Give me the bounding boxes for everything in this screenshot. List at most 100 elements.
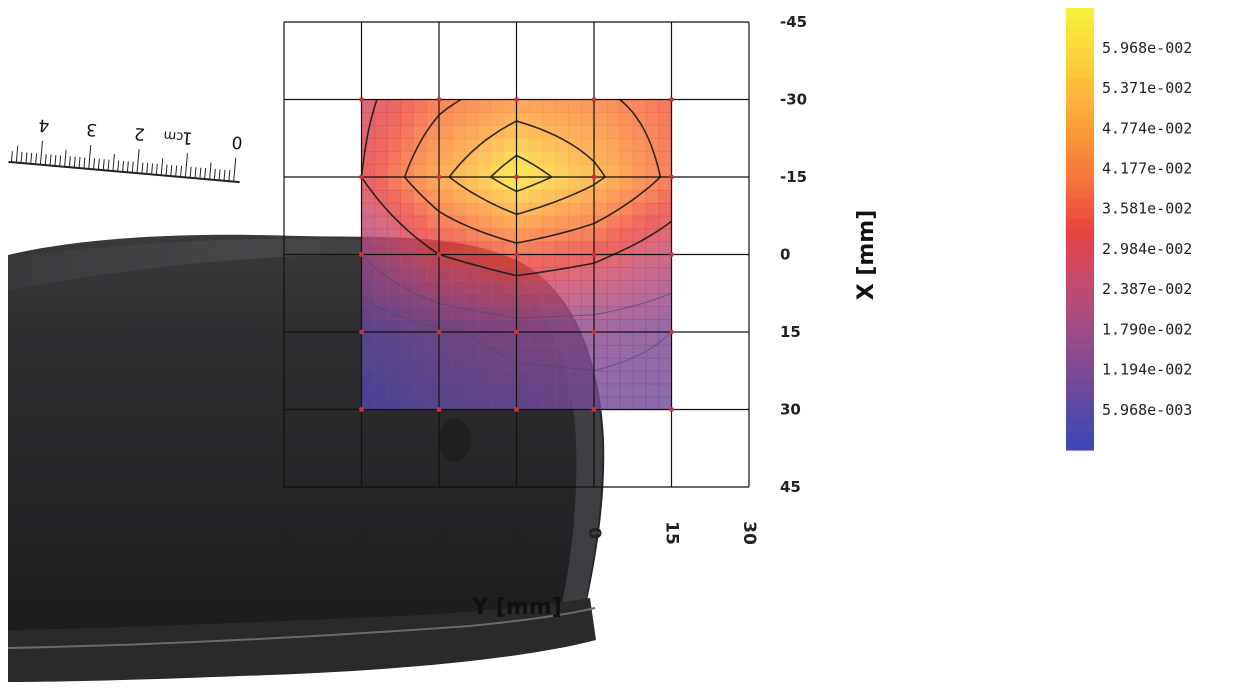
heat-cell [516, 125, 531, 139]
ruler-tick [39, 140, 43, 165]
heat-cell [555, 177, 569, 191]
heat-cell [606, 344, 621, 359]
ruler-tick [10, 151, 13, 163]
sample-point [514, 252, 519, 257]
heat-cell [361, 241, 376, 256]
ruler-tick [112, 154, 115, 172]
heat-cell [594, 267, 608, 281]
heat-cell [387, 99, 401, 114]
heat-cell [568, 125, 582, 139]
ruler-tick [107, 159, 110, 171]
heat-cell [529, 396, 543, 411]
heat-cell [581, 357, 595, 372]
heat-cell [516, 215, 531, 230]
heat-cell [413, 332, 427, 346]
ruler-tick [102, 159, 105, 171]
heat-cell [400, 319, 414, 333]
heat-cell [568, 241, 582, 256]
x-tick-label: 0 [584, 527, 604, 539]
ruler-tick [93, 158, 96, 170]
heat-cell [464, 383, 479, 398]
heat-cell [361, 319, 376, 333]
heat-cell [581, 332, 595, 346]
heat-cell [413, 125, 427, 139]
heat-cell [568, 164, 582, 178]
colorbar-band [1066, 118, 1094, 130]
ruler-tick [15, 145, 19, 163]
ruler-unit: cm [163, 127, 184, 144]
heat-cell [529, 319, 543, 333]
x-tick-label: -30 [429, 518, 449, 549]
heat-cell [594, 228, 608, 243]
heat-cell [516, 164, 531, 178]
heat-cell [451, 319, 466, 333]
heat-cell [581, 241, 595, 256]
ruler-tick [209, 162, 212, 180]
sample-point [514, 407, 519, 412]
heat-cell [413, 151, 427, 165]
heat-cell [606, 202, 621, 217]
heat-cell [594, 189, 608, 204]
heat-cell [555, 99, 569, 114]
sample-point [669, 407, 674, 412]
ruler-tick [160, 158, 164, 176]
heat-cell [439, 280, 453, 294]
colorbar-band [1066, 28, 1094, 39]
heat-cell [555, 293, 569, 307]
heat-cell [361, 99, 376, 114]
heat-cell [400, 99, 414, 114]
heat-cell [400, 254, 414, 269]
heat-cell [594, 125, 608, 139]
heat-cell [361, 215, 376, 230]
heat-cell [542, 202, 556, 217]
heat-cell [451, 332, 466, 346]
mouse-base [8, 598, 596, 682]
sample-point [669, 97, 674, 102]
heat-cell [503, 293, 518, 307]
heat-cell [581, 125, 595, 139]
ruler-numbers: 0 1 2 3 4 cm [38, 114, 244, 152]
heat-cell [606, 370, 621, 385]
heat-cell [594, 280, 608, 294]
heat-cell [361, 138, 376, 152]
heat-cell [594, 306, 608, 320]
heat-cell [477, 280, 492, 294]
heat-cell [555, 370, 569, 385]
heat-cell [645, 112, 660, 126]
heat-cell [555, 319, 569, 333]
ruler-tick [78, 157, 81, 169]
heat-cell [645, 306, 660, 320]
heat-cell [568, 202, 582, 217]
heat-cell [568, 189, 582, 204]
heat-cell [387, 189, 401, 204]
heat-cell [568, 383, 582, 398]
heat-cell [529, 344, 543, 359]
y-tick-label: 15 [780, 323, 801, 341]
heat-cell [645, 267, 660, 281]
colorbar-band [1066, 198, 1094, 210]
heat-cell [516, 254, 531, 269]
heat-cell [451, 112, 466, 126]
heat-cell [464, 177, 479, 191]
heat-cell [516, 383, 531, 398]
heat-cell [581, 319, 595, 333]
heat-cell [477, 112, 492, 126]
heat-cell [439, 396, 453, 411]
ruler-tick [213, 168, 216, 180]
heat-cell [387, 344, 401, 359]
heat-cell [361, 344, 376, 359]
ruler-tick [122, 160, 125, 172]
sample-points [359, 97, 674, 412]
heat-cell [645, 332, 660, 346]
heat-cell [632, 202, 647, 217]
heat-cell [413, 164, 427, 178]
colorbar-band [1066, 138, 1094, 150]
heat-cell [658, 383, 673, 398]
heat-cell [387, 332, 401, 346]
ruler-tick [223, 169, 226, 181]
heat-cell [464, 99, 479, 114]
heat-cell [529, 99, 543, 114]
heat-cell [503, 125, 518, 139]
heat-cell [413, 177, 427, 191]
heat-cell [439, 189, 453, 204]
